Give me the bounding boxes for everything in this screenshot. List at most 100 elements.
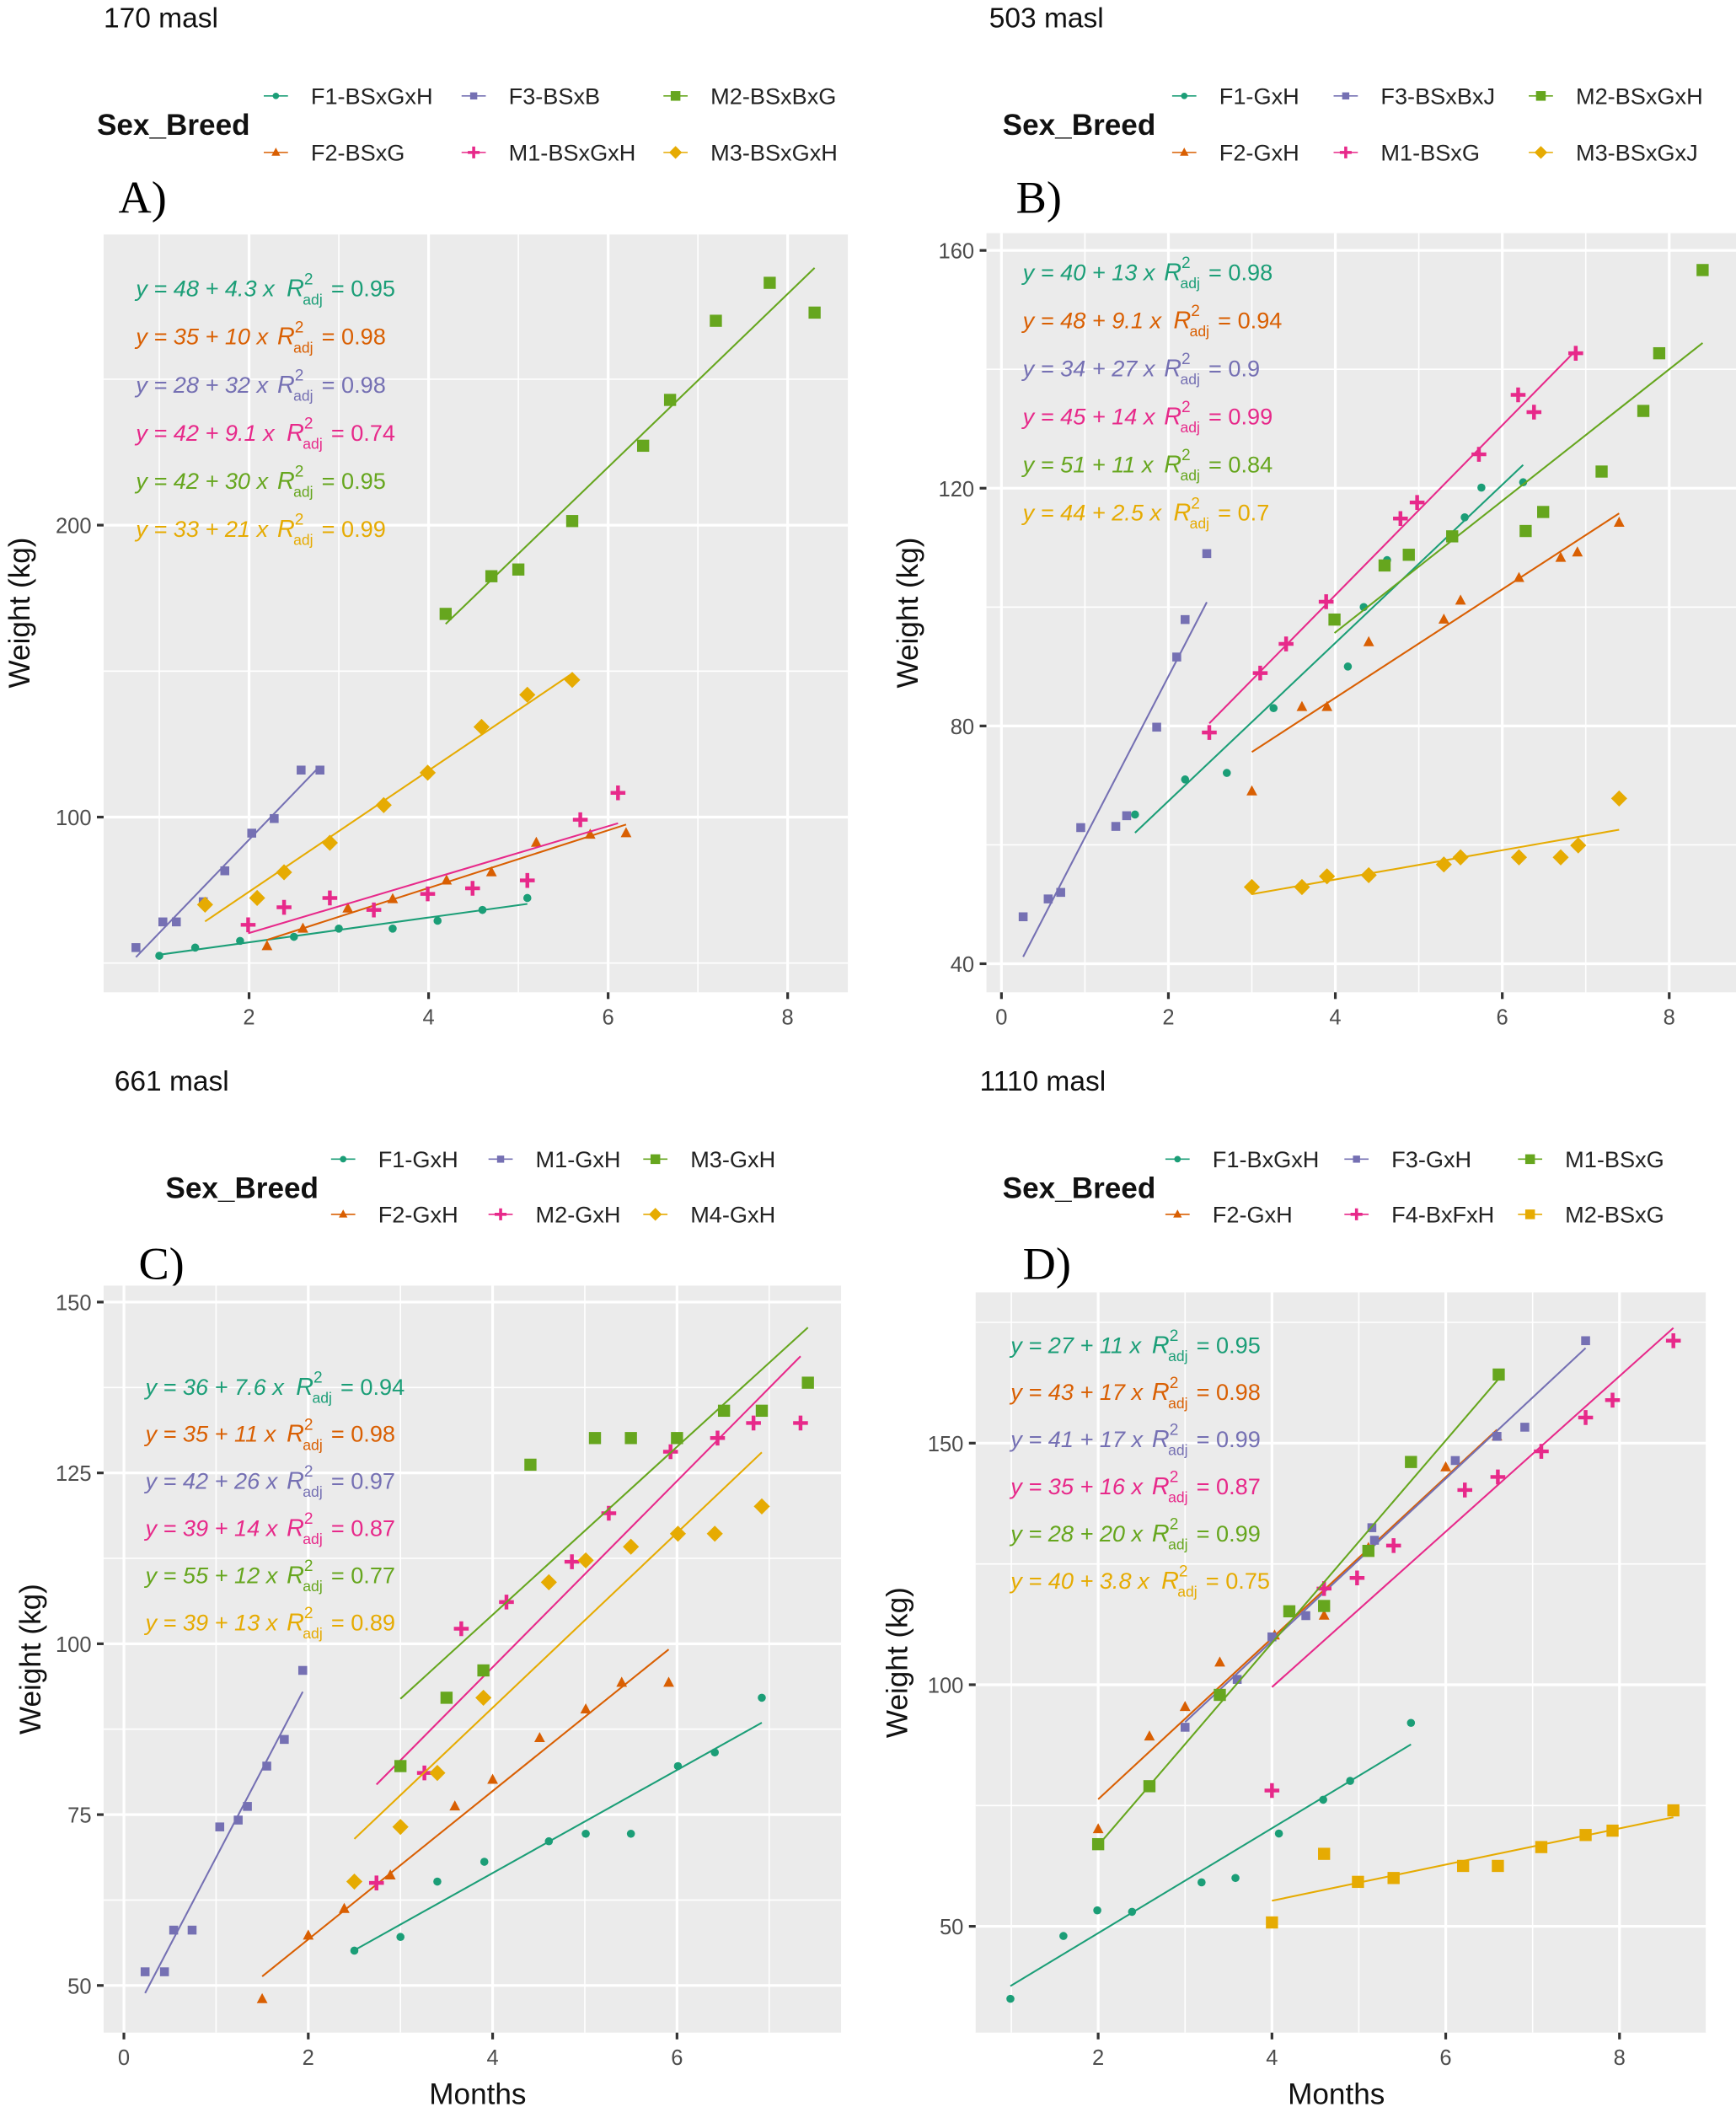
r2-number: 0.97 [351, 1468, 395, 1494]
r2-subscript: adj [1168, 1442, 1187, 1459]
regression-line [261, 1649, 670, 1977]
data-point [480, 1858, 489, 1866]
r2-number: 0.75 [1225, 1568, 1270, 1594]
data-point [620, 827, 632, 838]
legend-key-marker [670, 91, 681, 101]
fit-equation: y = 40 + 3.8 x R 2 adj = 0.75 [1009, 1563, 1270, 1600]
panel-label: C) [138, 1238, 184, 1289]
data-point [429, 1765, 446, 1782]
legend-label: M1-BSxG [1565, 1146, 1664, 1172]
x-tick-label: 8 [1664, 1006, 1675, 1030]
r2-equals: = [1218, 308, 1237, 334]
data-point [1076, 823, 1085, 833]
panel-label: D) [1023, 1238, 1071, 1289]
data-point [1406, 1718, 1416, 1728]
data-point [1122, 811, 1132, 821]
data-point [1667, 1804, 1680, 1817]
fit-equation: y = 41 + 17 x R 2 adj = 0.99 [1009, 1422, 1261, 1459]
legend-key-marker [340, 1155, 347, 1163]
data-point [1180, 1723, 1190, 1732]
legend-label: F1-BxGxH [1213, 1146, 1320, 1172]
r2-symbol: R [287, 1609, 304, 1636]
legend-label: M3-BSxGxJ [1576, 139, 1698, 165]
data-point [396, 1933, 405, 1942]
data-point [1387, 1872, 1400, 1885]
data-point [1637, 405, 1650, 417]
data-point [1349, 1570, 1365, 1586]
data-point [669, 1525, 687, 1542]
legend: Sex_Breed F1-GxH F2-GxH F3-BSxBxJ M1-BSxG M2-… [1003, 83, 1703, 165]
legend-key-marker [271, 147, 281, 156]
legend-item: M2-GxH [488, 1201, 621, 1227]
regression-line [1134, 464, 1524, 834]
regression-line [1184, 1347, 1587, 1724]
panel-b: 503 masl Sex_Breed F1-GxH F2-GxH F3-BSxBxJ M1… [892, 3, 1736, 1030]
fit-equation: y = 39 + 14 x R 2 adj = 0.87 [143, 1510, 395, 1547]
data-point [1526, 405, 1542, 420]
x-tick-label: 6 [1497, 1006, 1508, 1030]
data-point [753, 1498, 770, 1515]
panel-d: 1110 masl Sex_Breed F1-BxGxH F2-GxH F3-GxH F4… [881, 1066, 1707, 2107]
data-point [1446, 530, 1459, 543]
r2-value: = 0.99 [1197, 1520, 1261, 1547]
data-point [477, 1664, 490, 1677]
r2-equals: = [322, 324, 341, 350]
r2-subscript: adj [1168, 1536, 1187, 1552]
data-point [485, 866, 497, 877]
data-point [478, 905, 487, 914]
r2-number: 0.77 [351, 1562, 395, 1588]
data-point [464, 881, 480, 896]
data-point [1450, 1456, 1460, 1466]
data-point [1610, 790, 1627, 807]
data-point [710, 1748, 719, 1757]
data-point [1006, 1994, 1015, 2003]
r2-value: = 0.98 [1197, 1379, 1261, 1405]
data-point [247, 828, 256, 838]
data-point [190, 943, 200, 952]
data-point [439, 608, 453, 620]
data-point [1568, 346, 1583, 361]
fit-equation: y = 45 + 14 x R 2 adj = 0.99 [1021, 399, 1273, 436]
legend-label: F1-BSxGxH [311, 83, 433, 109]
legend-label: M2-BSxGxH [1576, 83, 1703, 109]
data-point [1111, 822, 1121, 831]
regression-line [1271, 1327, 1674, 1688]
data-point [1267, 1632, 1277, 1642]
r2-number: 0.98 [341, 372, 386, 398]
data-point [758, 1693, 766, 1702]
data-point [366, 902, 382, 918]
equation-text: y = 48 + 4.3 x [134, 276, 276, 302]
equation-text: y = 34 + 27 x [1021, 356, 1156, 382]
data-point [485, 570, 498, 582]
fit-equation: y = 28 + 20 x R 2 adj = 0.99 [1009, 1516, 1261, 1553]
r2-superscript: 2 [1170, 1375, 1179, 1392]
data-point [487, 1773, 498, 1784]
legend-label: M2-BSxG [1565, 1201, 1664, 1227]
y-tick-label: 40 [951, 953, 974, 977]
r2-symbol: R [1152, 1332, 1170, 1359]
legend-label: M2-BSxBxG [710, 83, 836, 109]
data-point [1214, 1656, 1225, 1667]
data-point [717, 1404, 731, 1418]
legend-label: M1-BSxGxH [509, 139, 636, 165]
r2-superscript: 2 [1191, 303, 1200, 320]
data-point [1579, 1829, 1592, 1842]
data-point [1570, 837, 1587, 854]
data-point [1490, 1469, 1506, 1485]
x-tick-label: 8 [782, 1006, 794, 1030]
fit-equation: y = 39 + 13 x R 2 adj = 0.89 [143, 1605, 395, 1642]
data-point [1456, 1859, 1470, 1873]
r2-number: 0.95 [351, 276, 395, 302]
data-point [1043, 894, 1053, 903]
data-point [1198, 1878, 1206, 1887]
data-point [256, 1992, 268, 2003]
r2-equals: = [331, 1609, 351, 1635]
data-point [706, 1525, 723, 1542]
legend-key-marker [1524, 1209, 1535, 1220]
r2-symbol: R [1164, 356, 1181, 383]
r2-value: = 0.99 [322, 516, 386, 542]
regression-line [399, 1327, 809, 1700]
legend-item: F4-BxFxH [1344, 1201, 1494, 1227]
